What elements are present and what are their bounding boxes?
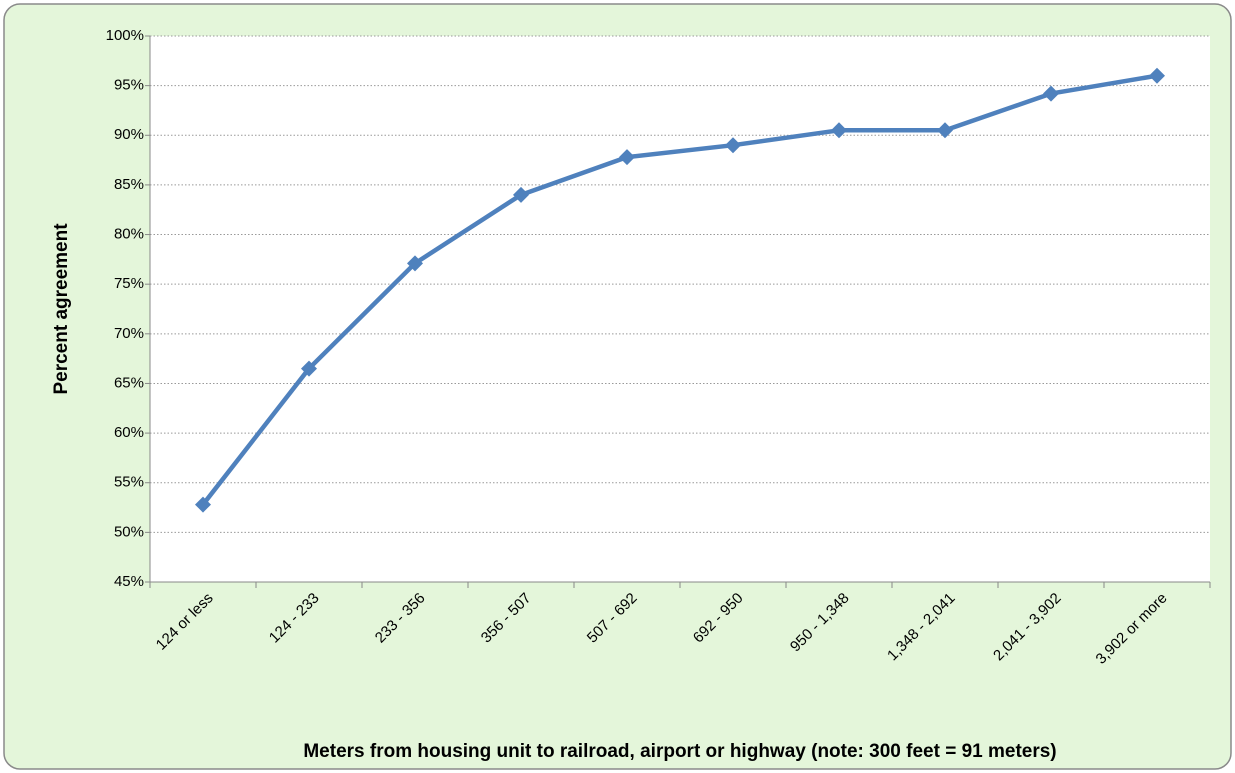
y-tick-label: 90% bbox=[114, 126, 144, 143]
y-tick-label: 45% bbox=[114, 573, 144, 590]
y-tick-label: 100% bbox=[106, 27, 144, 44]
y-tick-label: 70% bbox=[114, 325, 144, 342]
y-tick-label: 60% bbox=[114, 424, 144, 441]
data-point bbox=[725, 137, 741, 154]
data-point bbox=[619, 149, 635, 166]
y-axis-title: Percent agreement bbox=[51, 223, 72, 395]
y-tick-label: 80% bbox=[114, 226, 144, 243]
data-line bbox=[201, 73, 1158, 506]
data-point bbox=[195, 496, 211, 513]
x-axis-title: Meters from housing unit to railroad, ai… bbox=[303, 741, 1056, 762]
y-tick-label: 85% bbox=[114, 176, 144, 193]
data-point bbox=[1149, 67, 1165, 84]
data-point bbox=[937, 122, 953, 139]
data-point bbox=[831, 122, 847, 139]
data-point bbox=[513, 186, 529, 203]
plot-area bbox=[150, 36, 1210, 582]
y-tick-label: 75% bbox=[114, 275, 144, 292]
y-tick-label: 65% bbox=[114, 374, 144, 391]
data-point bbox=[301, 360, 317, 377]
y-tick-label: 95% bbox=[114, 77, 144, 94]
y-tick-label: 55% bbox=[114, 474, 144, 491]
data-point bbox=[1043, 85, 1059, 102]
data-point bbox=[407, 255, 423, 272]
y-tick-label: 50% bbox=[114, 523, 144, 540]
